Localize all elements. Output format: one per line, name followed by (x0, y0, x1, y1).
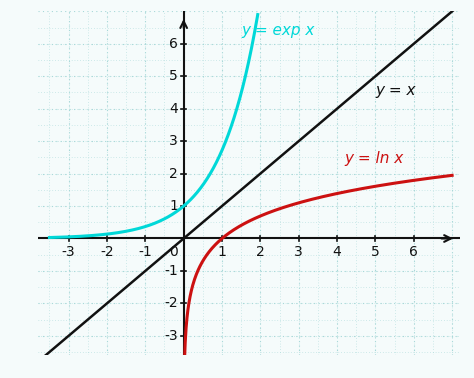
Text: -1: -1 (164, 264, 178, 278)
Text: 3: 3 (169, 134, 178, 148)
Text: -3: -3 (164, 329, 178, 343)
Text: 2: 2 (256, 245, 265, 259)
Text: y = exp x: y = exp x (241, 23, 315, 38)
Text: -1: -1 (138, 245, 152, 259)
Text: 0: 0 (169, 245, 178, 259)
Text: 1: 1 (218, 245, 227, 259)
Text: -2: -2 (100, 245, 114, 259)
Text: 3: 3 (294, 245, 303, 259)
Text: 4: 4 (333, 245, 341, 259)
Text: y = x: y = x (375, 83, 416, 98)
Text: -3: -3 (62, 245, 75, 259)
Text: 5: 5 (371, 245, 380, 259)
Text: 1: 1 (169, 199, 178, 213)
Text: 4: 4 (169, 102, 178, 116)
Text: y = ln x: y = ln x (345, 152, 404, 166)
Text: 2: 2 (169, 167, 178, 181)
Text: 6: 6 (169, 37, 178, 51)
Text: -2: -2 (164, 296, 178, 310)
Text: 5: 5 (169, 69, 178, 83)
Text: 6: 6 (410, 245, 418, 259)
